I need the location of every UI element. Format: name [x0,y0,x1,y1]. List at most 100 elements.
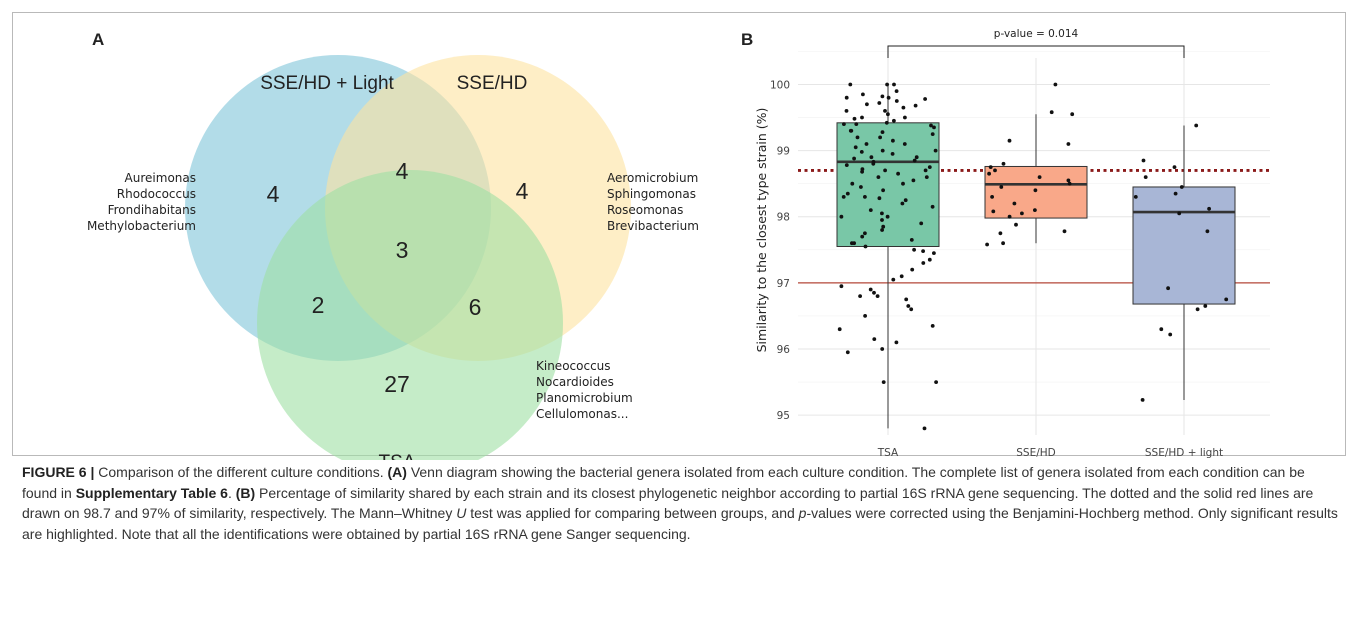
data-point [1224,297,1229,302]
caption-figure-label: FIGURE 6 | [22,464,95,480]
count-tsa-only: 27 [384,371,410,397]
genus-light-3: Frondihabitans [108,203,196,217]
genus-light-1: Aureimonas [125,171,196,185]
data-point [878,135,882,140]
caption-text-3: . [227,484,236,501]
data-point [934,380,938,384]
data-point [885,214,890,219]
data-point [839,284,844,289]
data-point [894,99,899,103]
venn-diagram: SSE/HD + Light SSE/HD TSA 4 4 4 3 2 6 27… [87,55,699,460]
data-point [922,426,927,431]
data-point [1177,211,1182,216]
data-point [877,196,882,201]
data-point [903,198,908,203]
y-tick-label: 98 [777,212,790,224]
x-tick-label: SSE/HD [1016,447,1055,459]
data-point [883,109,887,113]
data-point [868,287,873,292]
data-point [901,105,906,110]
y-tick-label: 100 [770,79,790,91]
caption-text-6: -values were corrected using the Benjami… [22,505,1338,542]
data-point [860,234,865,239]
data-point [930,132,935,137]
data-point [853,145,858,150]
caption-text-5: test was applied for comparing between g… [466,505,799,521]
data-point [910,267,915,272]
data-point [921,249,925,254]
data-point [844,109,849,113]
data-point [909,307,914,312]
data-point [892,118,896,123]
data-point [869,155,874,160]
data-point [892,82,896,87]
data-point [911,178,916,183]
boxes-layer [836,84,1236,429]
venn-circle-tsa [257,170,563,460]
data-point [852,116,857,121]
genus-ssehd-3: Roseomonas [607,203,683,217]
data-point [901,181,905,186]
caption-text-1: Comparison of the different culture cond… [94,464,388,480]
genus-light-4: Methylobacterium [87,219,196,233]
data-point [1066,142,1071,146]
data-point [930,204,935,209]
data-point [880,347,885,351]
caption-u: U [456,505,467,521]
data-point [860,115,864,120]
data-point [985,242,989,247]
data-point [900,201,905,206]
data-point [999,185,1004,189]
data-point [1159,327,1164,332]
panel-b-letter: B [741,30,754,49]
genus-tsa-3: Planomicrobium [536,391,633,405]
data-point [844,95,849,100]
data-point [909,238,914,242]
data-point [923,97,927,101]
data-point [1205,229,1210,234]
data-point [883,168,887,173]
data-point [932,125,936,130]
figure-frame [12,12,1346,456]
data-point [1141,158,1146,163]
data-point [859,150,864,154]
data-point [865,102,869,107]
data-point [1007,138,1012,143]
caption-b: (B) [235,484,256,501]
x-tick-label: SSE/HD + light [1145,447,1223,459]
x-tick-label: TSA [877,447,899,459]
data-point [886,95,891,100]
caption-p: p [798,505,807,521]
data-point [896,171,900,176]
data-point [1062,229,1067,234]
boxplot-chart: 95 96 97 98 99 100 TSA SSE/HD SSE/HD + light Sim… [754,28,1270,459]
data-point [1066,178,1071,183]
pvalue-label: p-value = 0.014 [994,28,1079,40]
data-point [863,195,867,199]
data-point [1033,188,1038,193]
count-ssehd-tsa: 6 [469,294,482,320]
data-point [987,171,991,176]
data-point [927,165,932,170]
y-axis-label: Similarity to the closest type strain (%… [754,108,769,353]
data-point [1194,123,1199,128]
set-label-tsa: TSA [379,452,416,460]
data-point [919,221,924,226]
data-point [1143,175,1148,180]
data-point [1037,175,1042,180]
data-point [877,101,882,105]
data-point [1049,110,1054,115]
data-point [1179,185,1184,189]
data-point [923,168,928,173]
set-label-ssehd-light: SSE/HD + Light [260,73,394,94]
caption-supp-link[interactable]: Supplementary Table 6 [75,484,228,501]
data-point [933,148,938,153]
data-point [876,175,881,180]
data-point [891,277,896,282]
data-point [906,304,911,308]
genus-light-2: Rhodococcus [117,187,196,201]
y-tick-label: 99 [777,146,790,158]
data-point [1172,165,1177,170]
caption-text-4: Percentage of similarity shared by each … [22,484,1314,522]
data-point [855,135,860,140]
